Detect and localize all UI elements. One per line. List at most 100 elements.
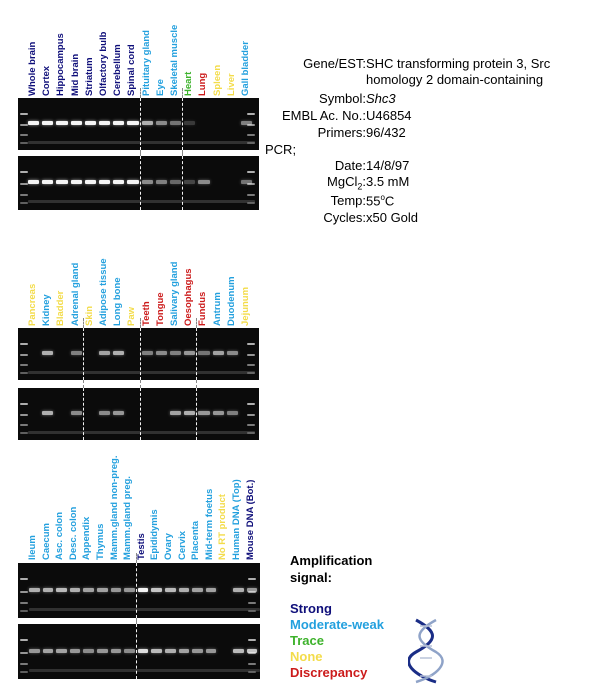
pcr-band	[155, 180, 167, 185]
primer-smear	[28, 140, 256, 144]
lane-label: Kidney	[41, 294, 53, 326]
marker-band	[247, 372, 255, 375]
lane-divider-stub	[135, 553, 137, 563]
lane-label: Spinal cord	[126, 44, 138, 96]
marker-band	[20, 639, 28, 642]
pcr-band	[170, 351, 182, 356]
marker-band	[20, 201, 28, 204]
marker-band	[20, 432, 28, 435]
lane-label: Cortex	[41, 65, 53, 96]
lane-label: Lung	[197, 72, 209, 96]
lane-divider	[139, 388, 141, 440]
lane-label: Human DNA (Top)	[231, 479, 242, 560]
lane-label-col: Antrum	[211, 238, 224, 326]
date-label: Date:	[334, 158, 366, 173]
lane-label-col: Salivary gland	[169, 238, 181, 326]
lane-divider-stub	[196, 380, 198, 388]
lane-divider	[135, 563, 137, 618]
lane-label: Mid brain	[69, 53, 81, 96]
lane-label-col: Caecum	[41, 470, 53, 560]
marker-band	[20, 601, 28, 604]
marker-band	[20, 134, 28, 137]
marker-band	[248, 662, 256, 665]
pcr-band	[198, 351, 210, 356]
pcr-band	[212, 351, 224, 356]
lane-label: Olfactory bulb	[98, 31, 109, 96]
lane-divider	[139, 156, 141, 210]
marker-band	[247, 183, 255, 185]
pcr-band	[155, 351, 167, 356]
marker-band	[247, 142, 255, 145]
lane-divider-stub	[139, 380, 141, 388]
lane-label-col: Eye	[155, 6, 167, 96]
lane-label-col: Olfactory bulb	[98, 6, 110, 96]
lane-label-col: Spinal cord	[126, 6, 138, 96]
lane-divider	[82, 388, 84, 440]
lane-divider-stub	[82, 318, 84, 328]
pcr-band	[241, 180, 253, 185]
marker-band	[20, 142, 28, 145]
lane-label-col: Paw	[126, 238, 138, 326]
panel-2-gel-bottom	[18, 388, 259, 440]
lane-label: Ovary	[163, 533, 174, 560]
marker-band	[20, 670, 28, 673]
lane-divider	[139, 98, 141, 150]
panel-3-gel-top	[18, 563, 260, 618]
pcr-band	[110, 587, 122, 592]
panel-2-lane-labels: Pancreas Kidney Bladder Adrenal gland Skin Ad…	[27, 238, 268, 326]
lane-label-col: Mamm.gland non-preg.	[109, 456, 121, 561]
marker-band	[247, 134, 255, 137]
marker-band	[20, 183, 28, 185]
lane-label-col: No RT product	[217, 470, 229, 560]
lane-label-col: Tongue	[155, 238, 167, 326]
marker-band	[248, 670, 256, 673]
marker-band	[20, 372, 28, 375]
pcr-band	[127, 180, 139, 185]
lane-label: Spleen	[211, 64, 223, 96]
marker-band	[20, 609, 28, 612]
lane-divider	[196, 328, 198, 380]
marker-band	[20, 662, 28, 665]
pcr-band	[170, 121, 182, 126]
marker-band	[20, 402, 28, 405]
marker-band	[247, 424, 255, 427]
pcr-band	[69, 648, 81, 653]
primer-smear	[29, 669, 260, 673]
lane-label: Cervix	[176, 530, 188, 560]
temp-value: 55oC	[366, 193, 395, 209]
lane-label-col: Pancreas	[27, 238, 39, 326]
legend-title: Amplification signal:	[290, 553, 373, 585]
lane-label: Skeletal muscle	[169, 24, 180, 96]
pcr-band	[141, 351, 153, 356]
lane-label: Appendix	[81, 516, 93, 560]
pcr-band	[70, 180, 82, 185]
pcr-band	[184, 121, 196, 126]
pcr-band	[97, 587, 108, 592]
experiment-info: Gene/EST: SHC transforming protein 3, Sr…	[262, 56, 592, 256]
pcr-band	[110, 648, 122, 653]
pcr-band	[246, 648, 258, 653]
lane-label: Placenta	[190, 520, 202, 560]
lane-label: Pituitary gland	[140, 30, 152, 96]
lane-label: Duodenum	[225, 276, 237, 326]
marker-band	[20, 124, 28, 126]
panel-1-gel-bottom	[18, 156, 259, 210]
pcr-band	[127, 121, 139, 126]
lane-label: Epididymis	[149, 509, 161, 560]
panel-3-gel-bottom	[18, 624, 260, 679]
pcr-band	[70, 121, 82, 126]
lane-label-col: Asc. colon	[54, 470, 66, 560]
panel-2-gel-top	[18, 328, 259, 380]
pcr-band	[97, 648, 108, 653]
mgcl-value: 3.5 mM	[366, 174, 410, 189]
lane-label-col: Mouse DNA (Bot.)	[245, 470, 257, 560]
pcr-band	[246, 587, 258, 592]
lane-label: Mamm.gland non-preg.	[108, 455, 120, 561]
lane-label-col: Fundus	[197, 238, 209, 326]
lane-label: Antrum	[211, 292, 223, 326]
pcr-band	[198, 411, 210, 416]
pcr-band	[84, 121, 96, 126]
marker-band	[20, 651, 28, 654]
pcr-band	[137, 648, 149, 653]
marker-band	[20, 424, 28, 427]
